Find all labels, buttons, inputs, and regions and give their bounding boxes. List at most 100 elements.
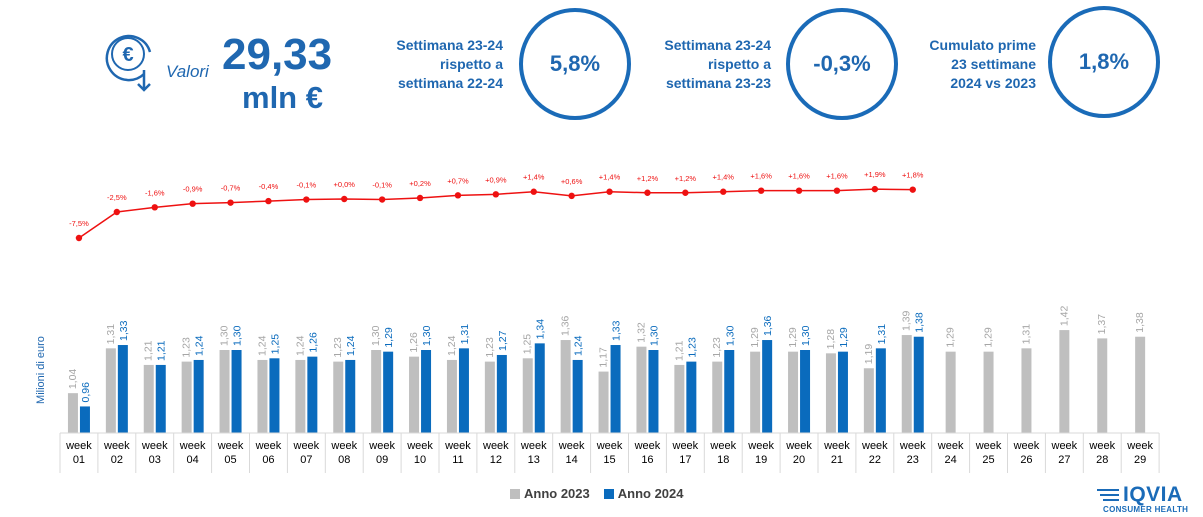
x-tick-label: week	[330, 440, 357, 452]
legend-item-2023: Anno 2023	[510, 486, 590, 501]
x-tick-label: 14	[566, 454, 578, 466]
bar-2023	[371, 350, 382, 433]
bar-2024	[762, 340, 773, 433]
data-label-2024: 1,31	[876, 324, 888, 345]
bar-2024	[269, 358, 280, 433]
kpi-weekly-vs-last-year-value: -0,3%	[786, 8, 898, 120]
data-label-2023: 1,25	[522, 334, 534, 355]
x-tick-label: 08	[338, 454, 350, 466]
data-label-2023: 1,32	[635, 322, 647, 343]
data-label-2024: 1,29	[838, 327, 850, 348]
data-label-2023: 1,24	[294, 335, 306, 356]
data-label-2024: 1,31	[459, 324, 471, 345]
x-tick-label: 21	[831, 454, 843, 466]
x-tick-label: 09	[376, 454, 388, 466]
growth-point	[189, 200, 196, 207]
x-tick-label: 27	[1058, 454, 1070, 466]
bar-2024	[800, 350, 811, 433]
bar-2023	[945, 351, 956, 433]
kpi-label-line: 23 settimane	[951, 56, 1036, 72]
data-label-2023: 1,36	[560, 315, 572, 336]
growth-point	[341, 195, 348, 203]
growth-label: +1,2%	[637, 174, 659, 183]
growth-point	[568, 192, 575, 200]
bar-2024	[345, 359, 356, 433]
x-tick-label: 15	[603, 454, 615, 466]
x-tick-label: week	[785, 440, 812, 452]
bar-2023	[636, 346, 647, 433]
bar-2023	[333, 361, 344, 433]
x-tick-label: 11	[452, 454, 463, 466]
bar-2023	[674, 364, 685, 433]
bar-2023	[1097, 338, 1108, 433]
x-tick-label: week	[1013, 440, 1040, 452]
x-tick-label: 03	[149, 454, 161, 466]
data-label-2024: 1,30	[421, 325, 433, 346]
growth-point	[644, 189, 651, 196]
legend-swatch-2024	[603, 488, 614, 499]
iqvia-logo-mark-icon	[1097, 489, 1119, 501]
x-tick-label: week	[179, 440, 206, 452]
bar-2024	[648, 350, 659, 433]
data-label-2023: 1,23	[711, 337, 723, 358]
x-tick-label: 17	[679, 454, 691, 466]
x-tick-label: 10	[414, 454, 426, 466]
x-tick-label: week	[1088, 440, 1115, 452]
x-tick-label: week	[482, 440, 509, 452]
bar-2023	[1021, 348, 1032, 433]
x-tick-label: 18	[717, 454, 729, 466]
kpi-label-line: Settimana 23-24	[664, 37, 771, 53]
growth-label: +1,6%	[826, 172, 848, 181]
bar-2024	[686, 361, 697, 433]
data-label-2023: 1,28	[825, 329, 837, 350]
data-label-2023: 1,24	[446, 335, 458, 356]
bar-2023	[522, 358, 533, 433]
data-label-2023: 1,29	[983, 327, 995, 348]
legend-swatch-2023	[510, 488, 520, 499]
x-tick-label: week	[293, 440, 320, 452]
bar-2024	[496, 354, 507, 433]
data-label-2023: 1,42	[1058, 305, 1070, 326]
data-label-2023: 1,19	[863, 344, 875, 365]
legend-label-2023: Anno 2023	[524, 486, 590, 501]
growth-point	[909, 186, 916, 193]
x-tick-label: week	[975, 440, 1002, 452]
x-tick-label: 13	[528, 454, 540, 466]
x-tick-label: 22	[869, 454, 881, 466]
x-tick-label: 25	[982, 454, 994, 466]
kpi-label-line: rispetto a	[439, 56, 503, 72]
y-axis-label: Milioni di euro	[35, 336, 47, 404]
bar-2024	[572, 359, 583, 433]
kpi-cumulative-value: 1,8%	[1048, 6, 1160, 118]
bar-2023	[295, 359, 306, 433]
data-label-2024: 1,24	[194, 335, 206, 356]
bar-2023	[983, 351, 994, 433]
euro-icon: €	[105, 34, 152, 92]
bar-2023	[788, 351, 799, 433]
kpi-weekly-vs-last-year-label: Settimana 23-24 rispetto a settimana 23-…	[640, 36, 771, 93]
bar-2023	[825, 353, 836, 433]
svg-text:€: €	[122, 44, 133, 66]
data-label-2023: 1,21	[143, 340, 155, 361]
x-tick-label: week	[255, 440, 282, 452]
kpi-label-line: settimana 22-24	[397, 75, 503, 91]
bar-2024	[534, 343, 545, 433]
data-label-2024: 1,24	[345, 335, 357, 356]
logo-name: IQVIA	[1123, 483, 1183, 506]
kpi-label-line: Cumulato prime	[929, 37, 1036, 53]
x-tick-label: week	[634, 440, 661, 452]
data-label-2023: 1,30	[219, 325, 231, 346]
x-tick-label: 07	[300, 454, 312, 466]
data-label-2024: 1,38	[914, 312, 926, 333]
data-label-2024: 1,30	[724, 325, 736, 346]
bar-2023	[901, 335, 912, 433]
x-tick-label: week	[1051, 440, 1078, 452]
bar-2024	[458, 348, 469, 433]
data-label-2024: 1,30	[800, 325, 812, 346]
growth-point	[492, 191, 500, 198]
bar-2023	[1135, 336, 1146, 433]
growth-label: +1,9%	[864, 170, 886, 179]
growth-label: +1,8%	[902, 171, 924, 180]
growth-label: -0,7%	[221, 184, 241, 193]
bar-2023	[257, 359, 268, 433]
